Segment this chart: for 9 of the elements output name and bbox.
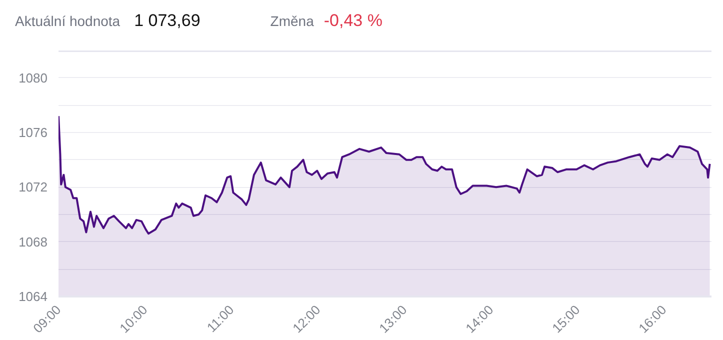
annotation: Změna <box>270 13 314 29</box>
y-tick-label: 1068 <box>18 234 48 250</box>
y-tick-label: 1064 <box>18 289 48 304</box>
y-tick-label: 1076 <box>18 125 48 140</box>
annotation: Aktuální hodnota <box>15 13 120 29</box>
y-tick-label: 1080 <box>18 70 48 86</box>
y-tick-label: 1072 <box>18 180 48 195</box>
annotation: -0,43 % <box>324 11 382 30</box>
annotation: 1 073,69 <box>134 11 200 30</box>
